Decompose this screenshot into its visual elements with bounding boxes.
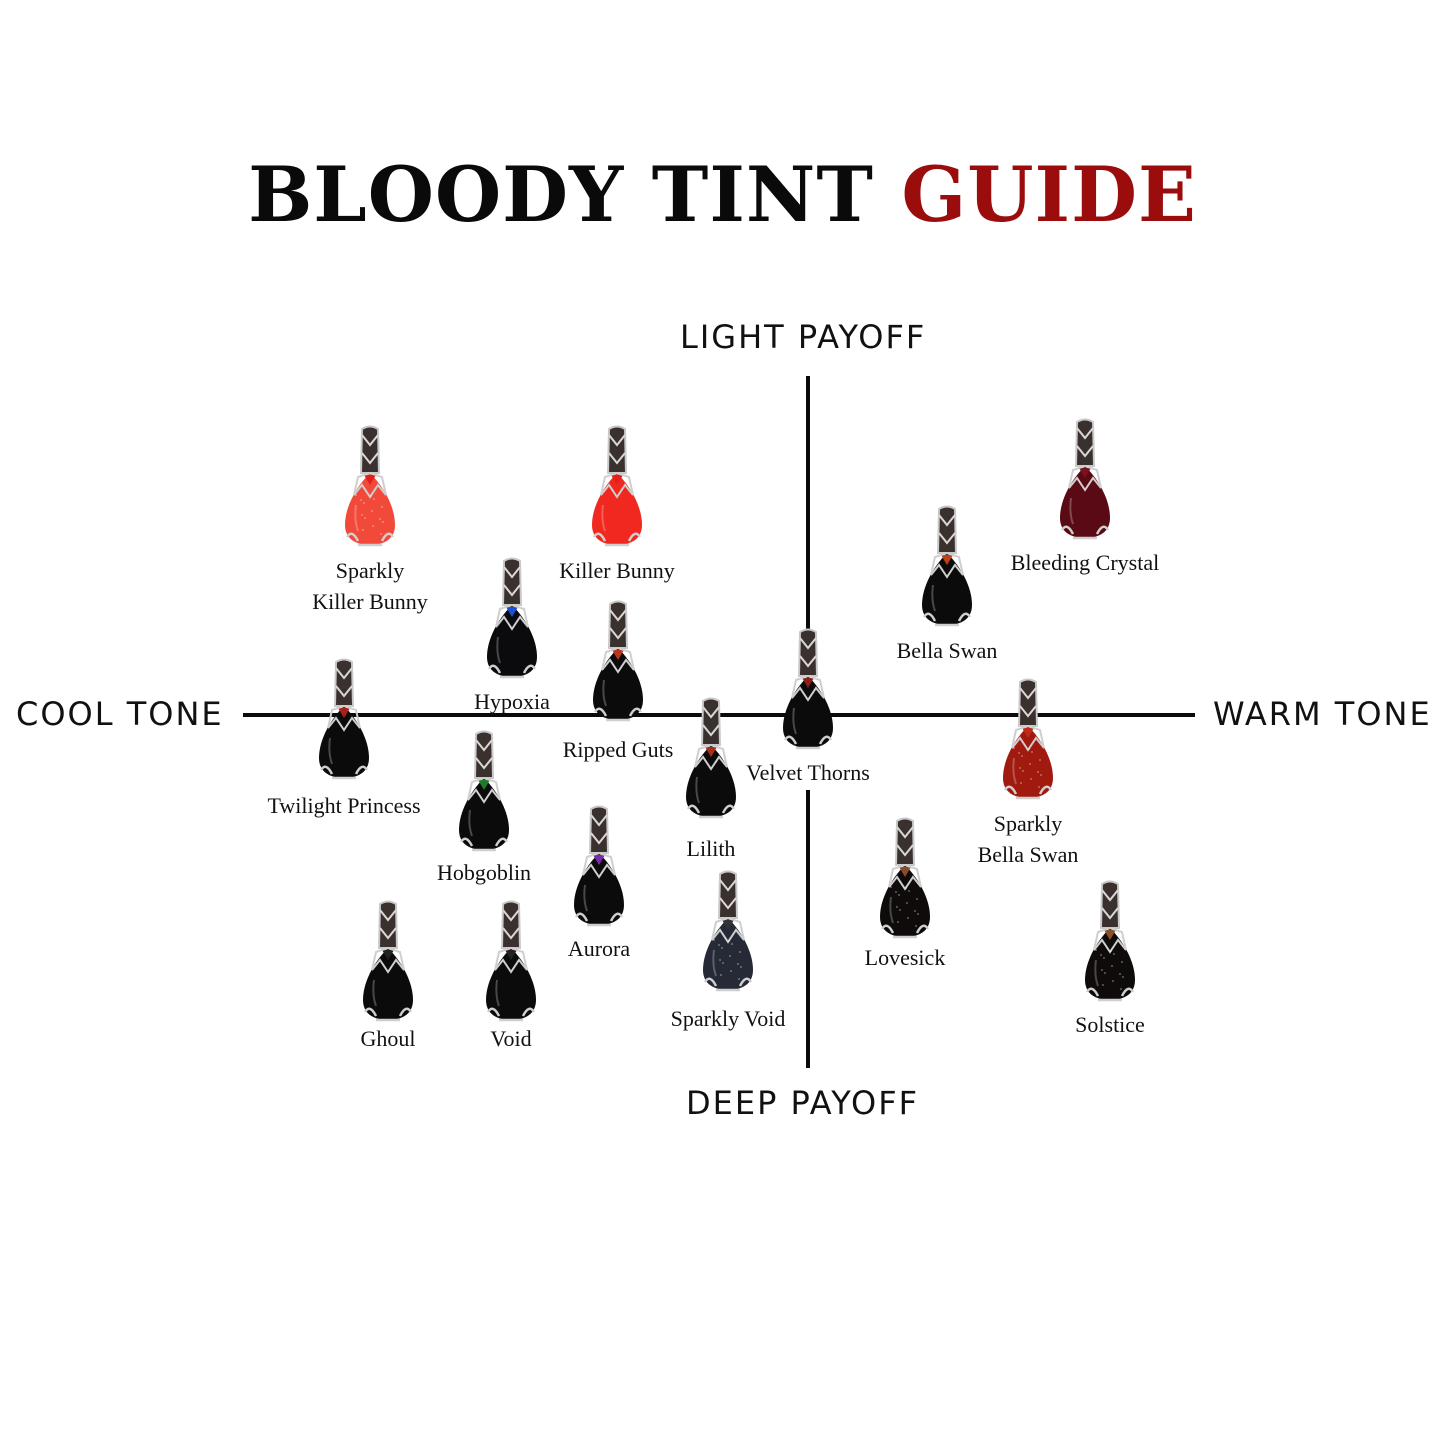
vertical-axis-top (806, 376, 810, 656)
bottle-killer-bunny (589, 425, 645, 551)
product-label: Aurora (479, 933, 719, 964)
product-label: Hobgoblin (364, 857, 604, 888)
bottle-hypoxia (484, 557, 540, 683)
axis-label-bottom: DEEP PAYOFF (686, 1084, 919, 1122)
product-label-line: Aurora (567, 936, 631, 961)
bottle-velvet-thorns (780, 628, 836, 754)
bottle-solstice (1082, 880, 1138, 1006)
bottle-hobgoblin (456, 730, 512, 856)
bottle-void (483, 900, 539, 1026)
product-label: Solstice (990, 1009, 1230, 1040)
product-label: Void (391, 1023, 631, 1054)
product-label-line: Killer Bunny (559, 558, 675, 583)
product-label-line: Solstice (1075, 1012, 1145, 1037)
product-label: Twilight Princess (224, 790, 464, 821)
product-label-line: Sparkly Void (670, 1006, 786, 1031)
product-label-line: Velvet Thorns (746, 760, 870, 785)
axis-label-left: COOL TONE (16, 695, 224, 733)
page-title: BLOODY TINT GUIDE (0, 150, 1445, 239)
product-label-line: Lovesick (864, 945, 946, 970)
bottle-aurora (571, 805, 627, 931)
product-label: Hypoxia (392, 686, 632, 717)
bottle-bella-swan (919, 505, 975, 631)
bottle-sparkly-void (700, 870, 756, 996)
bottle-bleeding-crystal (1057, 418, 1113, 544)
product-label: Velvet Thorns (688, 757, 928, 788)
bottle-sparkly-bella-swan (1000, 678, 1056, 804)
product-label-line: Ghoul (360, 1026, 416, 1051)
product-label-line: Killer Bunny (312, 589, 428, 614)
product-label-line: Hypoxia (474, 689, 550, 714)
product-label: Sparkly Void (608, 1003, 848, 1034)
product-label-line: Hobgoblin (436, 860, 532, 885)
product-label: Bella Swan (827, 635, 1067, 666)
product-label: Ghoul (268, 1023, 508, 1054)
product-label: Lovesick (785, 942, 1025, 973)
axis-label-right: WARM TONE (1213, 695, 1432, 733)
bottle-twilight-princess (316, 658, 372, 784)
title-accent: GUIDE (901, 150, 1197, 239)
product-label: Ripped Guts (498, 734, 738, 765)
bottle-lilith (683, 697, 739, 823)
product-label-line: Bella Swan (896, 638, 998, 663)
product-label-line: Bella Swan (977, 842, 1079, 867)
bottle-lovesick (877, 817, 933, 943)
axis-label-top: LIGHT PAYOFF (680, 318, 927, 356)
product-label: Killer Bunny (497, 555, 737, 586)
product-label-line: Sparkly (993, 811, 1063, 836)
bottle-sparkly-killer-bunny (342, 425, 398, 551)
product-label: Sparkly Bella Swan (908, 808, 1148, 870)
product-label-line: Lilith (686, 836, 736, 861)
bottle-ripped-guts (590, 600, 646, 726)
product-label: Bleeding Crystal (965, 547, 1205, 578)
product-label-line: Void (490, 1026, 532, 1051)
product-label-line: Sparkly (335, 558, 405, 583)
product-label-line: Twilight Princess (267, 793, 421, 818)
product-label: Lilith (591, 833, 831, 864)
product-label: Sparkly Killer Bunny (250, 555, 490, 617)
vertical-axis-bottom (806, 790, 810, 1068)
bottle-ghoul (360, 900, 416, 1026)
product-label-line: Bleeding Crystal (1010, 550, 1160, 575)
product-label-line: Ripped Guts (562, 737, 674, 762)
title-main: BLOODY TINT (248, 150, 874, 239)
